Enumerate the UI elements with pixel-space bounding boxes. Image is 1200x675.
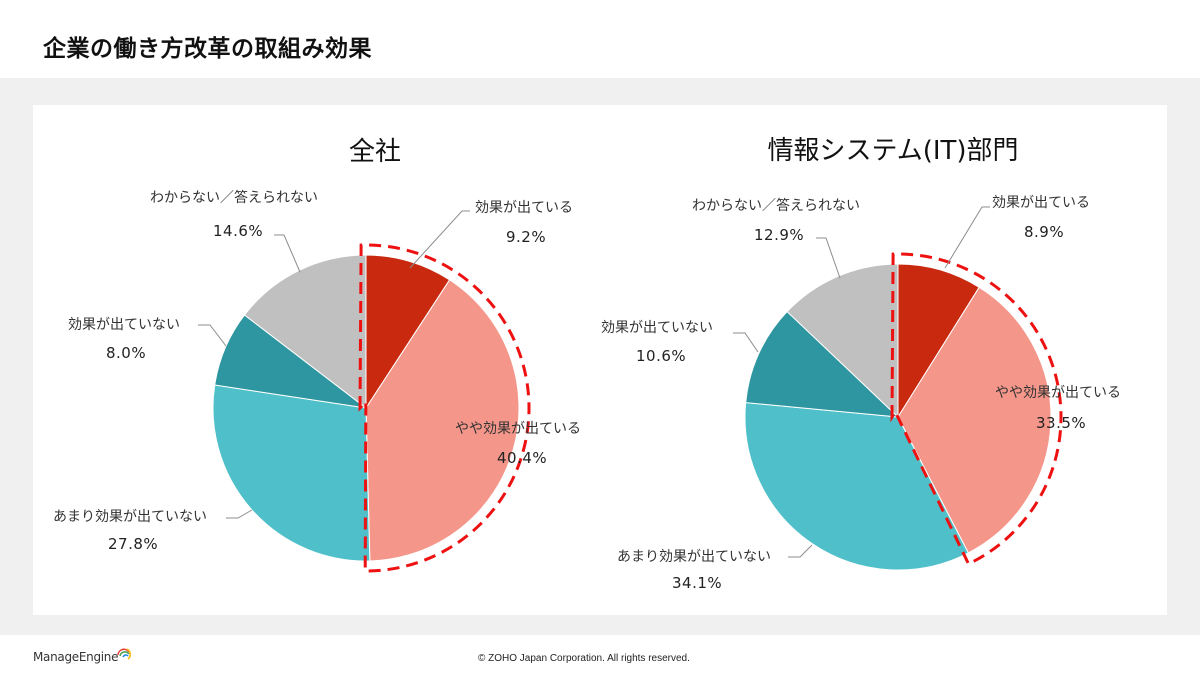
leader-line-not-effective bbox=[198, 324, 227, 347]
slice-value-somewhat-effective: 40.4% bbox=[497, 449, 547, 467]
slice-label-not-very-effective: あまり効果が出ていない bbox=[53, 509, 207, 525]
page-title: 企業の働き方改革の取組み効果 bbox=[43, 36, 372, 62]
slice-value-unknown: 12.9% bbox=[754, 226, 804, 244]
slice-value-unknown: 14.6% bbox=[213, 222, 263, 240]
leader-line-effective bbox=[944, 206, 990, 269]
pie-chart-it-department: 情報システム(IT)部門 わからない／答えられない 12.9% 効果が出ている … bbox=[601, 136, 1121, 592]
pie-chart-company: 全社 わからない／答えられない 14.6% 効果が出ている 9.2% 効果が出て… bbox=[53, 137, 581, 573]
slice-label-effective: 効果が出ている bbox=[992, 195, 1090, 211]
header: 企業の働き方改革の取組み効果 bbox=[0, 0, 1200, 78]
slice-value-somewhat-effective: 33.5% bbox=[1036, 414, 1086, 432]
leader-line-effective bbox=[409, 210, 470, 269]
slice-value-not-effective: 10.6% bbox=[636, 347, 686, 365]
footer bbox=[0, 635, 1200, 675]
pie-slice-not-very-effective bbox=[212, 384, 371, 562]
slice-value-not-very-effective: 27.8% bbox=[108, 535, 158, 553]
pie-slice-effective bbox=[897, 263, 980, 419]
pie-slice-not-effective bbox=[745, 310, 900, 418]
manageengine-logo: ManageEngine bbox=[33, 650, 119, 664]
slice-label-effective: 効果が出ている bbox=[475, 200, 573, 216]
leader-line-unknown bbox=[274, 234, 301, 273]
pie-slice-unknown bbox=[243, 254, 367, 410]
leader-lines-company bbox=[198, 210, 470, 519]
logo-arc-icon bbox=[117, 648, 132, 660]
slice-label-somewhat-effective: やや効果が出ている bbox=[995, 385, 1121, 401]
leader-line-not-very-effective bbox=[788, 544, 813, 558]
slices-company bbox=[212, 254, 520, 562]
leader-line-not-very-effective bbox=[226, 509, 253, 519]
highlight-dashed-outline-it-department bbox=[890, 252, 1063, 566]
slices-it-department bbox=[744, 263, 1052, 571]
pie-slice-somewhat-effective bbox=[365, 279, 520, 562]
chart-title-it-department: 情報システム(IT)部門 bbox=[767, 136, 1018, 166]
slice-value-effective: 9.2% bbox=[506, 228, 546, 246]
slice-value-not-effective: 8.0% bbox=[106, 344, 146, 362]
leader-lines-it-department bbox=[733, 206, 990, 558]
highlight-dashed-outline-company bbox=[358, 243, 531, 573]
pie-slice-somewhat-effective bbox=[897, 286, 1052, 554]
pie-slice-unknown bbox=[786, 263, 899, 419]
copyright-text: © ZOHO Japan Corporation. All rights res… bbox=[478, 653, 690, 664]
slice-value-effective: 8.9% bbox=[1024, 223, 1064, 241]
slice-label-not-very-effective: あまり効果が出ていない bbox=[617, 549, 771, 565]
slice-label-unknown: わからない／答えられない bbox=[150, 189, 318, 206]
pie-slice-not-very-effective bbox=[744, 402, 969, 571]
slice-label-somewhat-effective: やや効果が出ている bbox=[455, 421, 581, 437]
slice-label-not-effective: 効果が出ていない bbox=[601, 320, 713, 336]
pie-slice-effective bbox=[365, 254, 451, 410]
slice-label-not-effective: 効果が出ていない bbox=[68, 317, 180, 333]
leader-line-not-effective bbox=[733, 332, 759, 353]
slice-label-unknown: わからない／答えられない bbox=[692, 197, 860, 214]
leader-line-unknown bbox=[816, 237, 841, 279]
chart-title-company: 全社 bbox=[349, 137, 401, 167]
slice-value-not-very-effective: 34.1% bbox=[672, 574, 722, 592]
